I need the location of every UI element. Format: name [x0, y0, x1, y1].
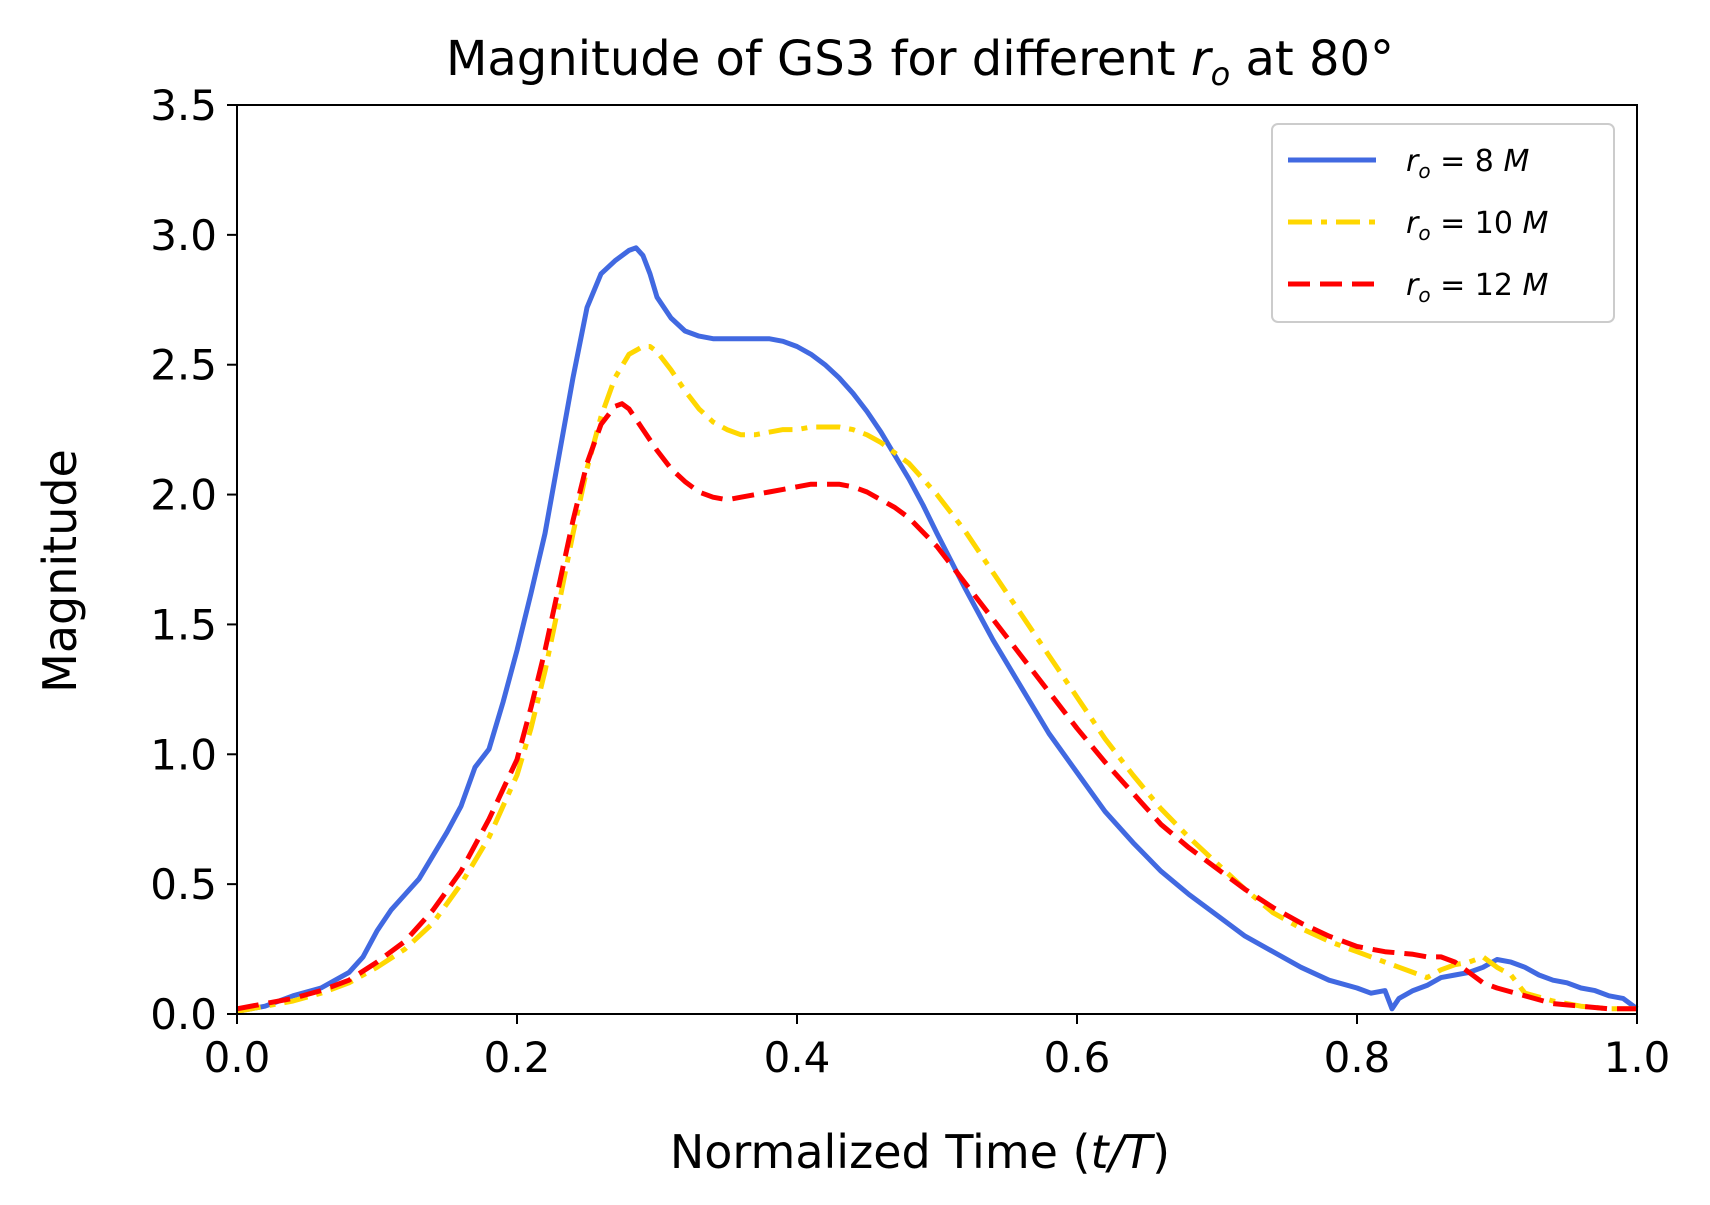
- series-layer: [236, 245, 1639, 1014]
- y-tick-label: 1.0: [150, 730, 217, 779]
- axis-ticks: 0.0 0.2 0.4 0.6 0.8 1.0 0.0 0.5 1.0 1.5 2.0 2.5 3.0 3…: [150, 81, 1670, 1082]
- series-line-r12: [236, 401, 1637, 1012]
- y-tick-label: 2.0: [150, 471, 217, 520]
- legend-box: [1271, 123, 1615, 323]
- chart-title: Magnitude of GS3 for different ro at 80°: [446, 31, 1394, 93]
- series-line-r10: [236, 344, 1637, 1014]
- y-tick-label: 0.0: [150, 990, 217, 1039]
- x-tick-label: 0.6: [1044, 1033, 1111, 1082]
- x-tick-label: 0.4: [764, 1033, 831, 1082]
- x-tick-label: 0.8: [1324, 1033, 1391, 1082]
- x-axis-label: Normalized Time (t/T): [670, 1125, 1170, 1179]
- legend-label-r10: ro = 10 M: [1406, 206, 1549, 245]
- x-tick-label: 0.2: [484, 1033, 551, 1082]
- y-tick-label: 2.5: [150, 341, 217, 390]
- plot-area-frame: [236, 104, 1638, 1015]
- y-tick-label: 0.5: [150, 860, 217, 909]
- series-line-r8: [236, 245, 1639, 1014]
- y-tick-label: 3.5: [150, 81, 217, 130]
- legend-label-r8: ro = 8 M: [1406, 144, 1529, 183]
- y-axis-label: Magnitude: [33, 449, 87, 693]
- legend: ro = 8 M ro = 10 M ro = 12 M: [1271, 123, 1615, 323]
- x-tick-label: 1.0: [1604, 1033, 1671, 1082]
- legend-label-r12: ro = 12 M: [1406, 268, 1549, 307]
- y-tick-label: 3.0: [150, 211, 217, 260]
- x-tick-label: 0.0: [204, 1033, 271, 1082]
- y-tick-label: 1.5: [150, 600, 217, 649]
